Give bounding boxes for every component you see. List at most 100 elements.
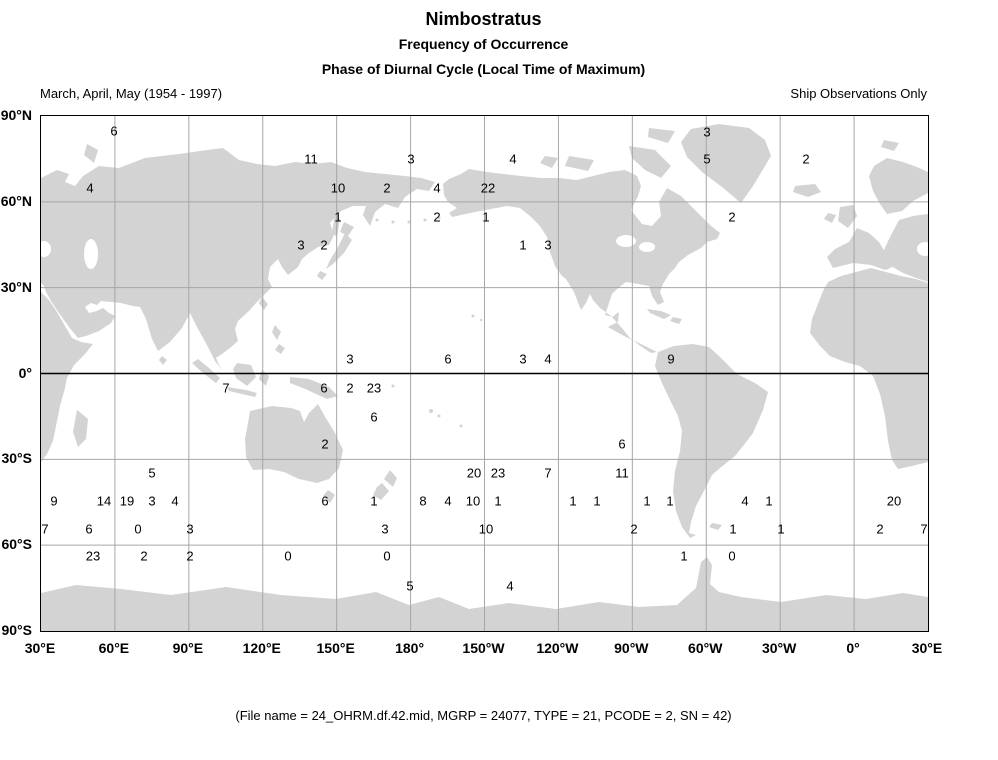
data-point: 0 [134, 521, 142, 537]
x-tick-label: 30°E [24, 640, 56, 656]
data-point: 2 [320, 237, 328, 253]
subheader-row: March, April, May (1954 - 1997) Ship Obs… [40, 86, 927, 101]
data-point: 6 [321, 493, 329, 509]
chart-title: Nimbostratus [425, 9, 542, 29]
x-tick-label: 150°E [316, 640, 355, 656]
data-point: 2 [186, 548, 194, 564]
x-tick-label: 180° [395, 640, 425, 656]
data-point: 2 [321, 436, 329, 452]
x-tick-label: 0° [846, 640, 860, 656]
data-point: 6 [444, 351, 452, 367]
data-point: 10 [478, 521, 494, 537]
data-point: 7 [222, 380, 230, 396]
data-point: 11 [615, 465, 629, 481]
data-point: 5 [406, 578, 414, 594]
data-point: 2 [876, 521, 884, 537]
data-point: 4 [506, 578, 514, 594]
data-point: 3 [346, 351, 354, 367]
world-map [41, 116, 928, 631]
data-point: 4 [433, 180, 441, 196]
data-point: 3 [381, 521, 389, 537]
data-point: 1 [643, 493, 651, 509]
data-point: 11 [304, 151, 318, 167]
data-point: 9 [50, 493, 58, 509]
x-tick-label: 30°W [761, 640, 797, 656]
data-point: 6 [618, 436, 626, 452]
data-point: 0 [383, 548, 391, 564]
data-point: 3 [297, 237, 305, 253]
data-point: 6 [370, 409, 378, 425]
x-tick-label: 150°W [462, 640, 505, 656]
data-point: 2 [630, 521, 638, 537]
data-point: 4 [544, 351, 552, 367]
footer-note: (File name = 24_OHRM.df.42.mid, MGRP = 2… [235, 708, 732, 723]
data-point: 1 [482, 209, 490, 225]
y-axis-labels: 90°N 60°N 30°N 0° 30°S 60°S 90°S [0, 107, 38, 638]
x-tick-label: 120°E [242, 640, 281, 656]
data-point: 4 [741, 493, 749, 509]
data-point: 20 [886, 493, 902, 509]
data-point: 3 [519, 351, 527, 367]
y-tick-label: 60°S [1, 536, 32, 553]
data-point: 10 [330, 180, 346, 196]
data-point: 3 [186, 521, 194, 537]
data-point: 4 [444, 493, 452, 509]
grid-lines [41, 116, 928, 631]
data-point: 6 [110, 123, 118, 139]
data-point: 8 [419, 493, 427, 509]
data-point: 2 [728, 209, 736, 225]
x-axis-labels: 30°E 60°E 90°E 120°E 150°E 180° 150°W 120°W 90°W… [25, 640, 943, 660]
data-point: 4 [86, 180, 94, 196]
data-point: 6 [85, 521, 93, 537]
y-tick-label: 30°S [1, 450, 32, 467]
data-point: 3 [407, 151, 415, 167]
data-point: 9 [667, 351, 675, 367]
x-tick-label: 60°E [98, 640, 130, 656]
y-tick-label: 90°S [1, 622, 32, 638]
data-point: 2 [383, 180, 391, 196]
map-plot-area: 6 3 11 3 4 5 2 4 10 2 4 22 1 2 1 2 3 2 1 3 3 6 3 4 9 7 6 2 23 6 2 6 5 20 2… [40, 115, 929, 632]
y-tick-label: 30°N [0, 278, 32, 295]
data-point: 1 [593, 493, 601, 509]
data-point: 14 [96, 493, 112, 509]
data-point: 19 [119, 493, 135, 509]
data-point: 1 [729, 521, 737, 537]
data-point: 6 [320, 380, 328, 396]
y-tick-label: 0° [18, 364, 32, 381]
data-point: 1 [519, 237, 527, 253]
data-point: 0 [728, 548, 736, 564]
data-point: 3 [148, 493, 156, 509]
data-point: 1 [334, 209, 342, 225]
data-point: 20 [466, 465, 482, 481]
data-point: 1 [494, 493, 502, 509]
data-point: 1 [370, 493, 378, 509]
x-tick-label: 90°W [614, 640, 649, 656]
data-point: 1 [569, 493, 577, 509]
data-point: 4 [509, 151, 517, 167]
title-block: Nimbostratus Frequency of Occurrence Pha… [40, 8, 927, 80]
data-point: 5 [703, 151, 711, 167]
data-point: 5 [148, 465, 156, 481]
source-label: Ship Observations Only [790, 86, 927, 101]
data-point: 3 [544, 237, 552, 253]
lakes [41, 235, 928, 269]
x-tick-label: 120°W [536, 640, 579, 656]
x-tick-label: 30°E [911, 640, 943, 656]
y-tick-label: 90°N [0, 107, 32, 123]
chart-subtitle-frequency: Frequency of Occurrence [398, 36, 569, 52]
data-point: 4 [171, 493, 179, 509]
data-point: 23 [85, 548, 101, 564]
data-point: 1 [765, 493, 773, 509]
data-point: 23 [366, 380, 382, 396]
period-label: March, April, May (1954 - 1997) [40, 86, 223, 101]
chart-subtitle-phase: Phase of Diurnal Cycle (Local Time of Ma… [321, 61, 646, 77]
data-point: 1 [680, 548, 688, 564]
data-point: 10 [465, 493, 481, 509]
data-point: 7 [920, 521, 928, 537]
data-point: 2 [140, 548, 148, 564]
data-point: 23 [490, 465, 506, 481]
data-point: 1 [777, 521, 785, 537]
data-point: 0 [284, 548, 292, 564]
data-point: 7 [544, 465, 552, 481]
